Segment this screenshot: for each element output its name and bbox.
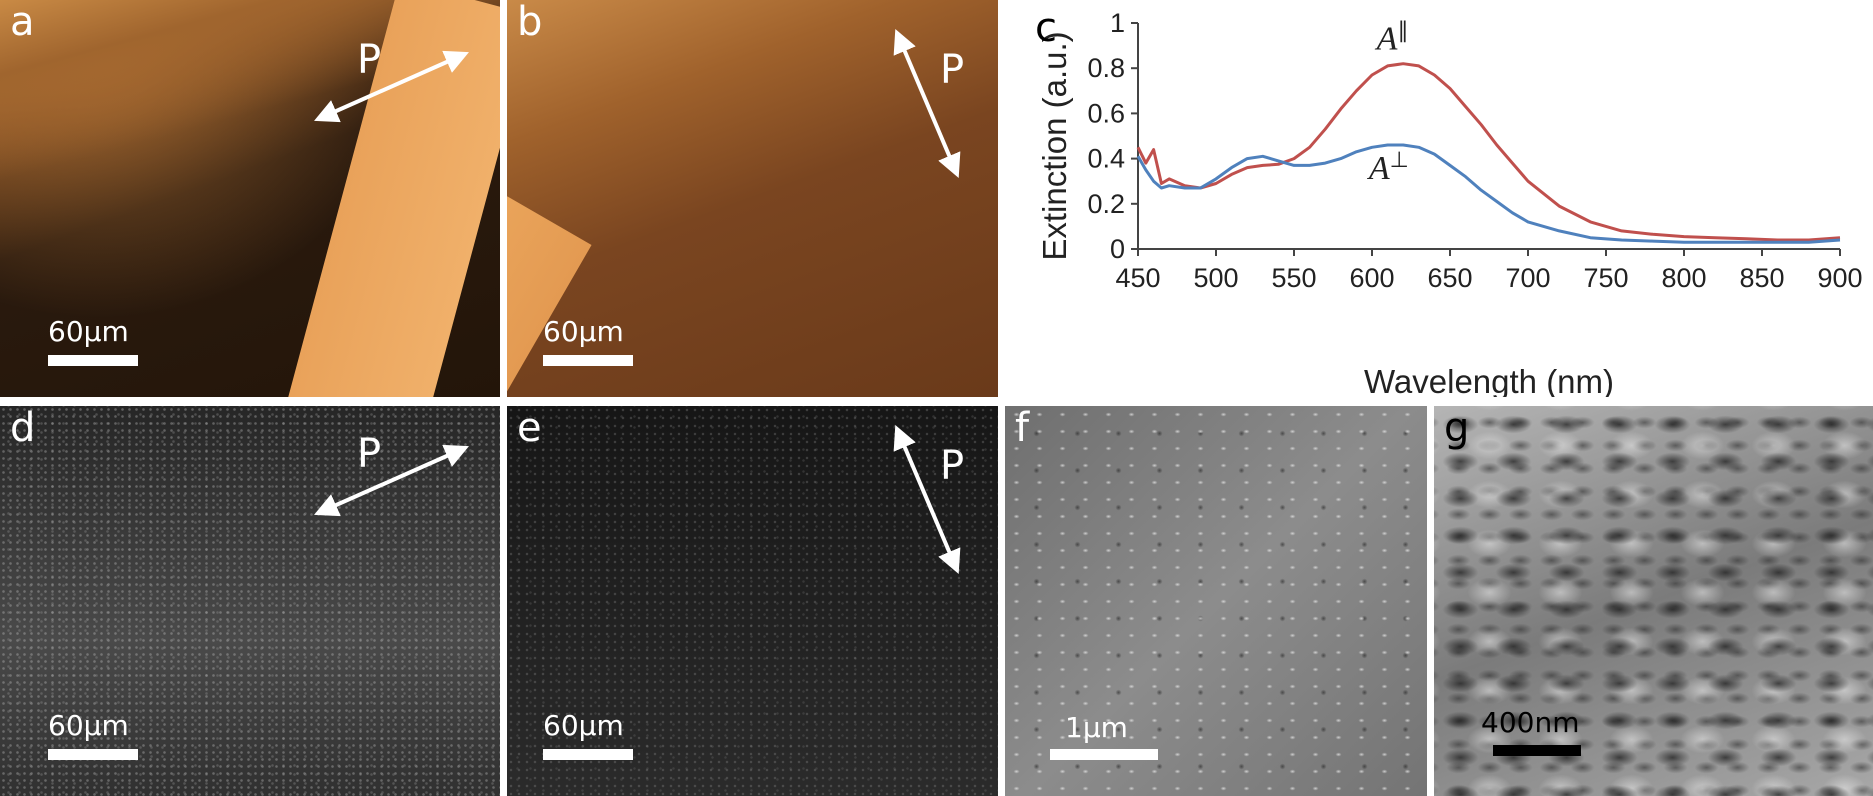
panel-f-scalebar (1050, 749, 1158, 760)
y-tick-label: 0.2 (1087, 189, 1125, 219)
panel-b-polarization-arrow-icon (893, 28, 961, 179)
panel-e-label: e (517, 406, 542, 451)
panel-a-optical-micrograph: a P 60μm (0, 0, 500, 397)
panel-d-scalebar-label: 60μm (48, 709, 129, 742)
panel-g-label: g (1444, 406, 1470, 451)
y-tick-label: 0.6 (1087, 98, 1125, 128)
x-axis-label: Wavelength (nm) (1364, 363, 1614, 397)
x-tick-label: 600 (1349, 263, 1394, 293)
x-tick-label: 500 (1193, 263, 1238, 293)
panel-e-darkfield-micrograph: e P 60μm (507, 406, 998, 796)
x-tick-label: 650 (1427, 263, 1472, 293)
panel-c-label: c (1035, 5, 1057, 51)
panel-g-sem-micrograph: g 400nm (1434, 406, 1873, 796)
panel-d-polarization-label: P (357, 431, 382, 477)
panel-d-darkfield-micrograph: d P 60μm (0, 406, 500, 796)
panel-g-scalebar-label: 400nm (1481, 706, 1580, 739)
panel-b-optical-micrograph: b P 60μm (507, 0, 998, 397)
series-label-parallel: A∥ (1375, 18, 1409, 58)
panel-d-polarization-arrow-icon (314, 444, 469, 517)
y-tick-label: 1 (1110, 8, 1125, 38)
panel-a-scalebar-label: 60μm (48, 315, 129, 348)
panel-a-scalebar (48, 355, 138, 366)
panel-e-polarization-label: P (940, 443, 965, 489)
panel-d-scalebar (48, 749, 138, 760)
panel-e-polarization-arrow-icon (893, 424, 961, 575)
panel-b-scalebar-label: 60μm (543, 315, 624, 348)
panel-f-sem-micrograph: f 1μm (1005, 406, 1427, 796)
chart-series (1136, 62, 1841, 244)
panel-d-label: d (10, 406, 36, 451)
panel-a-polarization-arrow-icon (314, 50, 469, 123)
x-tick-label: 850 (1739, 263, 1784, 293)
x-tick-label: 450 (1115, 263, 1160, 293)
x-tick-label: 550 (1271, 263, 1316, 293)
y-tick-label: 0 (1110, 234, 1125, 264)
panel-a-polarization-label: P (357, 37, 382, 83)
panel-g-scalebar (1493, 745, 1581, 756)
y-tick-label: 0.8 (1087, 53, 1125, 83)
x-tick-label: 700 (1505, 263, 1550, 293)
panel-e-scalebar-label: 60μm (543, 709, 624, 742)
series-line-parallel (1136, 62, 1841, 242)
x-tick-label: 800 (1661, 263, 1706, 293)
panel-c-extinction-chart: c 450 500 550 600 650 700 750 800 850 900 0 0.2 0.4 0… (1005, 0, 1873, 397)
panel-f-scalebar-label: 1μm (1065, 711, 1128, 744)
panel-b-scalebar (543, 355, 633, 366)
series-line-perpendicular (1136, 143, 1841, 244)
series-label-perpendicular: A⊥ (1367, 147, 1409, 187)
panel-b-polarization-label: P (940, 47, 965, 93)
panel-b-label: b (517, 0, 543, 45)
panel-e-scalebar (543, 749, 633, 760)
panel-f-label: f (1015, 406, 1030, 451)
chart-axes: 450 500 550 600 650 700 750 800 850 900 0 0.2 0.4 0.6… (1036, 8, 1863, 397)
x-tick-label: 900 (1817, 263, 1862, 293)
extinction-spectrum-chart: 450 500 550 600 650 700 750 800 850 900 0 0.2 0.4 0.6… (1036, 8, 1863, 397)
x-tick-label: 750 (1583, 263, 1628, 293)
y-axis-label: Extinction (a.u.) (1036, 31, 1073, 260)
panel-a-label: a (10, 0, 35, 45)
chart-series-labels: A∥ A⊥ (1367, 18, 1409, 188)
y-tick-label: 0.4 (1087, 144, 1125, 174)
